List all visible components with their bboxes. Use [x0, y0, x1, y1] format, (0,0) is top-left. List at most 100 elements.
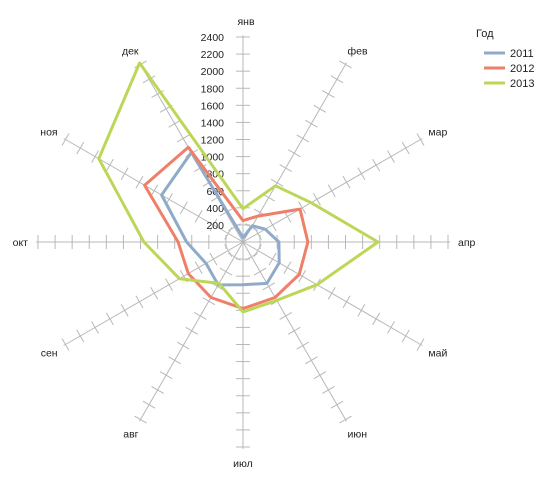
- tick-mark: [305, 119, 318, 128]
- category-label-ноя: ноя: [40, 127, 57, 139]
- tick-mark: [298, 269, 307, 283]
- tick-mark: [165, 278, 173, 292]
- tick-mark: [416, 133, 425, 146]
- tick-mark: [268, 218, 277, 232]
- tick-mark: [372, 158, 381, 172]
- tick-mark: [168, 119, 181, 128]
- legend: Год 2011 2012 2013: [476, 28, 534, 90]
- tick-mark: [330, 75, 344, 84]
- tick-mark: [150, 286, 159, 300]
- category-label-авг: авг: [123, 428, 138, 440]
- tick-mark: [209, 252, 218, 266]
- tick-mark: [253, 267, 267, 276]
- tick-label-1600: 1600: [201, 100, 225, 112]
- category-label-сен: сен: [41, 348, 58, 360]
- category-label-дек: дек: [122, 46, 139, 58]
- tick-mark: [342, 175, 351, 189]
- tick-mark: [176, 134, 190, 143]
- category-label-окт: окт: [13, 237, 29, 249]
- tick-mark: [387, 150, 395, 163]
- tick-mark: [327, 286, 336, 300]
- category-label-июн: июн: [348, 428, 368, 440]
- tick-label-2200: 2200: [201, 49, 225, 61]
- tick-mark: [142, 400, 156, 409]
- spoke-авг: [139, 241, 244, 422]
- legend-items: 2011 2012 2013: [484, 48, 534, 90]
- tick-mark: [105, 312, 114, 326]
- category-label-мар: мар: [428, 127, 447, 139]
- spoke-май: [242, 241, 423, 346]
- tick-label-1400: 1400: [201, 117, 225, 129]
- tick-mark: [322, 90, 335, 98]
- tick-mark: [193, 312, 207, 320]
- tick-mark: [76, 329, 85, 343]
- tick-mark: [228, 223, 241, 232]
- tick-mark: [401, 329, 410, 343]
- tick-label-400: 400: [206, 203, 224, 215]
- tick-mark: [142, 75, 156, 84]
- tick-mark: [296, 341, 310, 350]
- tick-mark: [219, 267, 233, 276]
- tick-mark: [287, 149, 301, 158]
- tick-label-1800: 1800: [201, 83, 225, 95]
- tick-mark: [135, 295, 144, 309]
- tick-mark: [401, 141, 410, 155]
- tick-mark: [416, 338, 425, 351]
- tick-mark: [262, 282, 275, 291]
- legend-title: Год: [476, 28, 494, 40]
- tick-mark: [61, 133, 70, 146]
- tick-mark: [91, 321, 99, 334]
- tick-label-200: 200: [206, 220, 224, 232]
- tick-mark: [209, 218, 218, 232]
- tick-mark: [179, 201, 188, 215]
- tick-label-1000: 1000: [201, 152, 225, 164]
- tick-mark: [194, 210, 203, 223]
- tick-mark: [120, 304, 129, 317]
- tick-mark: [330, 400, 344, 409]
- tick-mark: [339, 60, 352, 69]
- tick-mark: [357, 304, 366, 317]
- tick-label-2000: 2000: [201, 66, 225, 78]
- series-line-2011: [160, 151, 281, 287]
- inner-ring: [225, 224, 261, 260]
- tick-mark: [202, 297, 216, 306]
- tick-label-2400: 2400: [201, 32, 225, 44]
- tick-mark: [296, 134, 310, 143]
- category-label-фев: фев: [348, 46, 368, 58]
- spoke-сен: [63, 241, 244, 346]
- spoke-июн: [242, 241, 347, 422]
- tick-mark: [76, 141, 85, 155]
- series-layer: [97, 61, 380, 314]
- tick-mark: [135, 175, 144, 189]
- tick-mark: [387, 321, 395, 334]
- series-line-2013: [97, 61, 380, 314]
- tick-mark: [342, 295, 351, 309]
- tick-mark: [287, 326, 301, 335]
- tick-mark: [185, 326, 199, 335]
- category-label-май: май: [428, 348, 447, 360]
- tick-mark: [168, 356, 181, 365]
- tick-mark: [339, 415, 352, 424]
- tick-mark: [283, 261, 292, 274]
- category-label-янв: янв: [237, 16, 254, 28]
- tick-mark: [279, 164, 293, 172]
- tick-mark: [61, 338, 70, 351]
- tick-mark: [194, 261, 203, 274]
- tick-mark: [134, 415, 147, 424]
- tick-mark: [120, 167, 129, 180]
- tick-mark: [313, 192, 321, 206]
- tick-mark: [322, 386, 335, 394]
- tick-mark: [91, 150, 99, 163]
- tick-mark: [357, 167, 366, 180]
- tick-mark: [105, 158, 114, 172]
- tick-mark: [176, 341, 190, 350]
- tick-mark: [268, 252, 277, 266]
- legend-label-2013: 2013: [510, 78, 534, 90]
- tick-mark: [313, 371, 327, 380]
- tick-mark: [298, 201, 307, 215]
- tick-mark: [151, 386, 164, 394]
- series-line-2012: [143, 145, 310, 311]
- tick-mark: [313, 104, 327, 113]
